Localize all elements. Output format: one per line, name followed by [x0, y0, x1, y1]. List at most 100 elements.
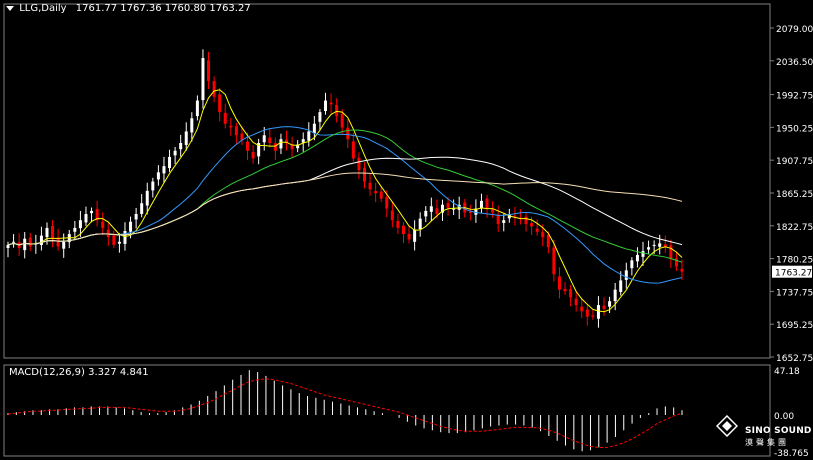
candle-body — [134, 214, 138, 220]
candle-body — [613, 289, 617, 302]
candle-body — [619, 280, 623, 292]
candle-body — [496, 214, 500, 225]
candle-body — [413, 229, 417, 242]
price-tick-label: 1652.75 — [776, 354, 813, 364]
candle-body — [251, 152, 255, 159]
candle-body — [424, 210, 428, 217]
candle-body — [491, 209, 495, 213]
candle-body — [207, 60, 211, 82]
candle-body — [591, 315, 595, 317]
candle-body — [351, 141, 355, 159]
candle-body — [179, 143, 183, 150]
candle-body — [407, 233, 411, 240]
logo-subtitle: 漠聲集團 — [745, 438, 789, 447]
candle-body — [12, 241, 16, 243]
price-tick-label: 1907.75 — [776, 157, 813, 167]
candle-body — [145, 190, 149, 206]
candle-body — [290, 145, 294, 150]
candle-body — [385, 197, 389, 209]
candle-body — [168, 156, 172, 169]
candle-body — [669, 245, 673, 259]
candle-body — [240, 133, 244, 140]
price-tick-label: 1950.25 — [776, 124, 813, 134]
candle-body — [663, 244, 667, 248]
candle-body — [652, 244, 656, 246]
price-tick-label: 2036.50 — [776, 58, 813, 68]
symbol-label: LLG,Daily — [19, 3, 67, 14]
chart-title: LLG,Daily 1761.77 1767.36 1760.80 1763.2… — [6, 3, 251, 14]
candle-body — [101, 221, 105, 228]
candle-body — [541, 232, 545, 238]
candle-body — [368, 182, 372, 190]
candle-body — [56, 237, 60, 247]
candle-body — [112, 235, 116, 245]
price-pane-border — [3, 3, 771, 359]
candle-body — [301, 139, 305, 143]
candle-body — [190, 118, 194, 133]
candle-body — [28, 237, 32, 247]
candle-body — [51, 225, 55, 239]
last-price-label: 1763.27 — [775, 269, 812, 279]
candle-body — [173, 150, 177, 156]
price-tick-label: 2079.00 — [776, 25, 813, 35]
candle-body — [468, 211, 472, 213]
candle-body — [324, 100, 328, 112]
candle-body — [557, 276, 561, 290]
candle-body — [535, 228, 539, 232]
price-axis: 2079.00 2036.50 1992.75 1950.25 1907.75 1865.… — [770, 25, 813, 459]
candle-body — [273, 143, 277, 151]
price-pane[interactable] — [3, 3, 771, 359]
candle-body — [140, 203, 144, 214]
candle-body — [218, 94, 222, 113]
candle-body — [435, 208, 439, 215]
candle-body — [84, 214, 88, 223]
candle-body — [569, 289, 573, 298]
candle-body — [229, 125, 233, 128]
candle-body — [6, 244, 10, 248]
candle-body — [357, 157, 361, 171]
candle-body — [279, 139, 283, 149]
macd-signal-line — [7, 378, 683, 448]
candle-body — [452, 208, 456, 210]
candle-body — [546, 234, 550, 248]
candle-body — [624, 270, 628, 280]
moving-average-line — [7, 126, 683, 284]
candle-body — [401, 225, 405, 235]
candle-body — [429, 206, 433, 212]
candle-body — [223, 112, 227, 124]
candle-body — [374, 191, 378, 194]
candle-body — [418, 218, 422, 230]
candle-body — [45, 227, 49, 238]
candle-body — [335, 104, 339, 116]
candle-body — [346, 127, 350, 140]
candle-body — [446, 203, 450, 208]
chart-collapse-icon[interactable] — [6, 6, 14, 11]
candle-body — [362, 167, 366, 182]
macd-pane[interactable] — [3, 364, 771, 457]
candle-body — [296, 144, 300, 149]
candle-body — [635, 254, 639, 262]
candle-body — [585, 309, 589, 317]
macd-scale-label: -38.765 — [774, 449, 809, 459]
candle-body — [156, 172, 160, 180]
price-tick-label: 1780.25 — [776, 256, 813, 266]
ohlc-label: 1761.77 1767.36 1760.80 1763.27 — [75, 3, 251, 14]
candle-body — [90, 210, 94, 214]
price-tick-label: 1822.75 — [776, 223, 813, 233]
candle-body — [73, 227, 77, 232]
candle-body — [552, 247, 556, 275]
candle-body — [184, 131, 188, 145]
candle-body — [268, 137, 272, 144]
macd-title: MACD(12,26,9) 3.327 4.841 — [9, 367, 149, 378]
candle-body — [117, 241, 121, 244]
candle-body — [396, 221, 400, 228]
candle-body — [62, 241, 66, 249]
candle-body — [106, 229, 110, 238]
macd-scale-label: 47.18 — [774, 367, 800, 377]
candle-body — [440, 204, 444, 213]
candle-body — [680, 268, 684, 272]
candle-body — [318, 112, 322, 122]
macd-scale-label: 0.00 — [774, 412, 794, 422]
candle-body — [123, 230, 127, 244]
